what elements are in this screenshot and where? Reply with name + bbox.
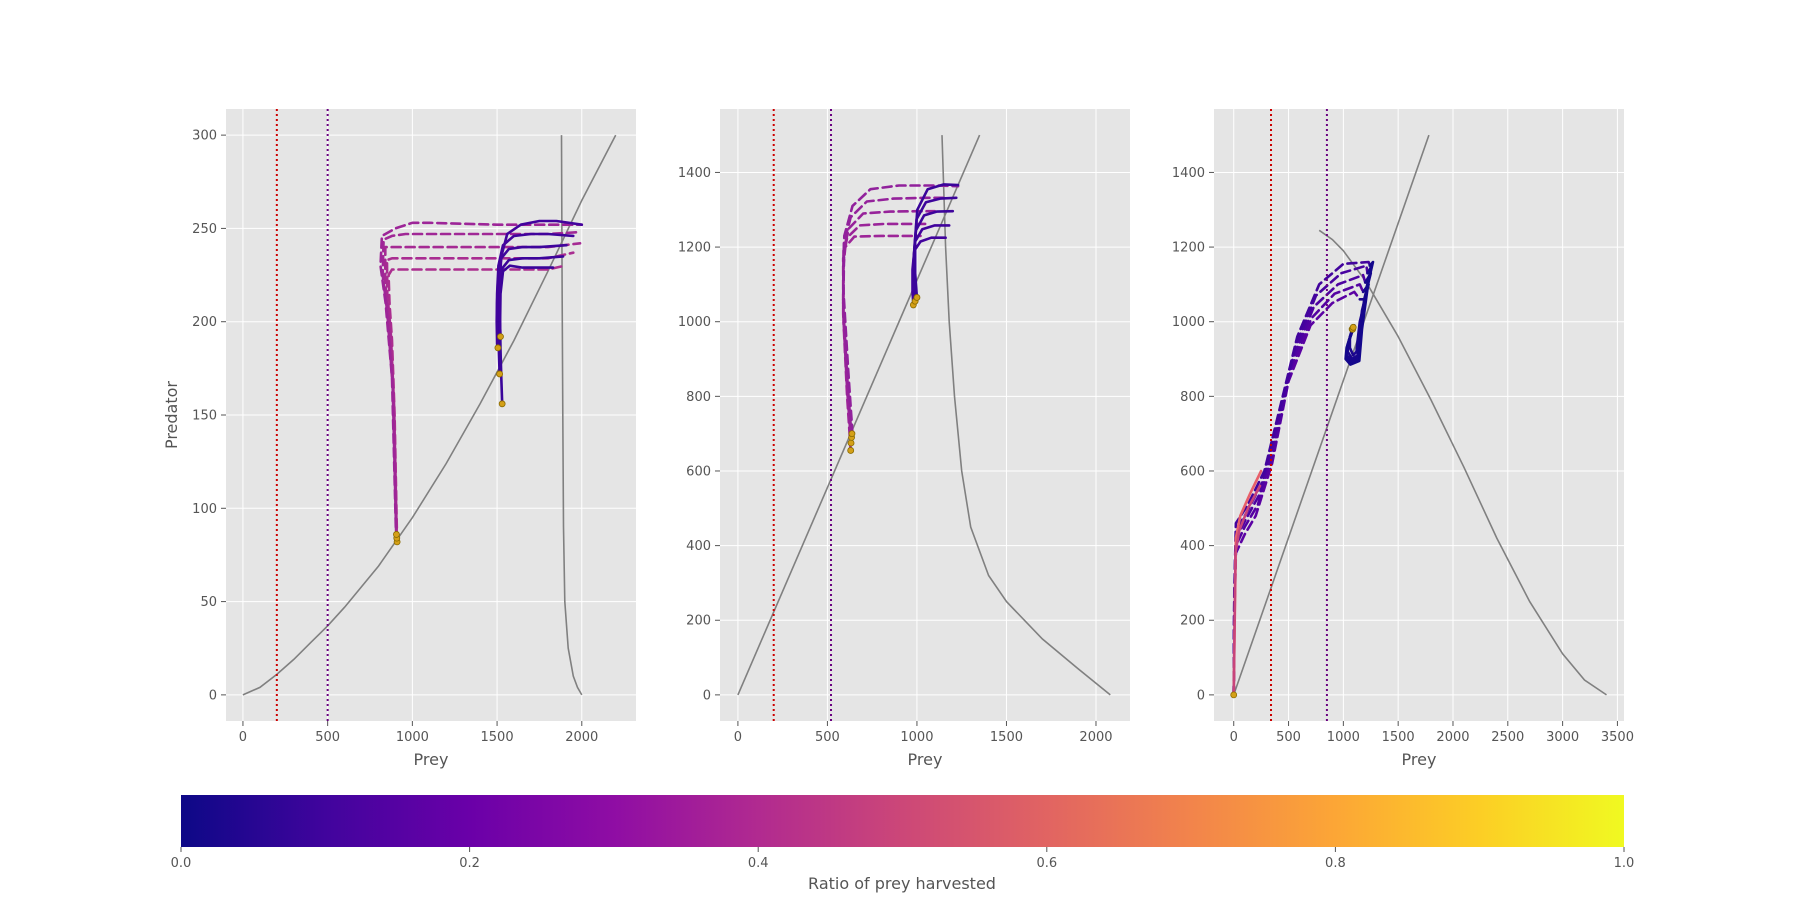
y-tick-label: 1200 (678, 241, 711, 256)
y-tick-label: 1400 (678, 166, 711, 181)
panel-2: 0 500 1000 1500 2000 0 200 400 600 800 1000 1200 140… (678, 109, 1130, 769)
grid (1214, 109, 1624, 721)
x-tick-label: 2500 (1491, 730, 1524, 745)
colorbar-tick-label: 0.8 (1325, 856, 1346, 871)
y-tick-label: 50 (200, 595, 217, 610)
plot-content (737, 109, 1111, 721)
y-tick-label: 250 (192, 222, 217, 237)
colorbar-gradient (181, 795, 1624, 847)
endpoint-marker (393, 531, 400, 538)
nullcline (560, 135, 583, 696)
nullcline (1318, 229, 1607, 696)
axes: 0 500 1000 1500 2000 0 50 100 150 200 250 300 Prey Pr… (162, 129, 598, 769)
trajectory-solid (1232, 484, 1262, 697)
nullcline (1232, 134, 1430, 696)
y-tick-label: 400 (1180, 539, 1205, 554)
y-tick-label: 300 (192, 129, 217, 144)
x-tick-label: 1000 (1327, 730, 1360, 745)
y-tick-label: 800 (686, 390, 711, 405)
panel-1: 0 500 1000 1500 2000 0 50 100 150 200 250 300 Prey Pr… (162, 109, 636, 769)
y-tick-label: 600 (686, 464, 711, 479)
endpoint-marker (494, 344, 502, 352)
plot-content (1230, 109, 1607, 721)
y-tick-label: 1400 (1172, 166, 1205, 181)
x-axis-label: Prey (414, 750, 449, 769)
panel-3: 0 500 1000 1500 2000 2500 3000 3500 0 200 400 600 80… (1172, 109, 1634, 769)
endpoint-marker (847, 439, 855, 447)
x-tick-label: 0 (1230, 730, 1238, 745)
y-tick-label: 1000 (678, 315, 711, 330)
endpoint-marker (496, 370, 504, 378)
x-tick-label: 0 (239, 730, 247, 745)
x-tick-label: 2000 (565, 730, 598, 745)
endpoint-marker (1230, 691, 1238, 699)
endpoint-marker (848, 430, 856, 438)
plot-content (242, 109, 617, 721)
x-tick-label: 1000 (396, 730, 429, 745)
x-tick-label: 0 (734, 730, 742, 745)
colorbar: Ratio of prey harvested 0.0 0.2 0.4 0.6 0.8 1… (171, 795, 1635, 893)
x-tick-label: 2000 (1436, 730, 1469, 745)
y-tick-label: 1200 (1172, 241, 1205, 256)
x-tick-label: 1000 (900, 730, 933, 745)
y-axis-label: Predator (162, 381, 181, 449)
y-tick-label: 800 (1180, 390, 1205, 405)
y-tick-label: 400 (686, 539, 711, 554)
x-axis-label: Prey (1402, 750, 1437, 769)
colorbar-tick-label: 0.2 (459, 856, 480, 871)
trajectory-dashed (379, 221, 584, 529)
y-tick-label: 150 (192, 409, 217, 424)
x-axis-label: Prey (908, 750, 943, 769)
trajectory-solid (498, 219, 584, 338)
y-tick-label: 200 (192, 315, 217, 330)
endpoint-marker (498, 400, 506, 408)
x-tick-label: 500 (815, 730, 840, 745)
colorbar-tick-label: 1.0 (1614, 856, 1635, 871)
trajectory-solid (1344, 260, 1375, 366)
x-tick-label: 3000 (1546, 730, 1579, 745)
trajectory-solid (913, 183, 960, 299)
nullcline (737, 134, 981, 696)
axes: 0 500 1000 1500 2000 0 200 400 600 800 1000 1200 140… (678, 166, 1113, 769)
nullcline (242, 134, 617, 696)
trajectory-dashed (842, 184, 960, 436)
x-tick-label: 500 (1276, 730, 1301, 745)
x-tick-label: 2000 (1079, 730, 1112, 745)
x-tick-label: 1500 (990, 730, 1023, 745)
y-tick-label: 200 (1180, 614, 1205, 629)
endpoint-marker (847, 447, 855, 454)
trajectory-solid (498, 264, 555, 406)
y-tick-label: 0 (703, 688, 711, 703)
y-tick-label: 0 (1197, 688, 1205, 703)
plot-area (720, 109, 1130, 721)
endpoint-marker (497, 333, 504, 341)
endpoint-marker (913, 294, 921, 301)
x-tick-label: 1500 (1382, 730, 1415, 745)
x-tick-label: 1500 (481, 730, 514, 745)
x-tick-label: 500 (315, 730, 340, 745)
colorbar-label: Ratio of prey harvested (808, 874, 996, 893)
colorbar-tick-label: 0.4 (748, 856, 769, 871)
y-tick-label: 200 (686, 614, 711, 629)
y-tick-label: 0 (209, 688, 217, 703)
y-tick-label: 1000 (1172, 315, 1205, 330)
trajectory-dashed (841, 209, 937, 439)
colorbar-tick-label: 0.6 (1036, 856, 1057, 871)
y-tick-label: 100 (192, 502, 217, 517)
y-tick-label: 600 (1180, 464, 1205, 479)
x-tick-label: 3500 (1601, 730, 1634, 745)
trajectory-dashed (381, 230, 582, 533)
endpoint-marker (1349, 323, 1357, 331)
colorbar-tick-label: 0.0 (171, 856, 192, 871)
axes: 0 500 1000 1500 2000 2500 3000 3500 0 200 400 600 80… (1172, 166, 1634, 769)
